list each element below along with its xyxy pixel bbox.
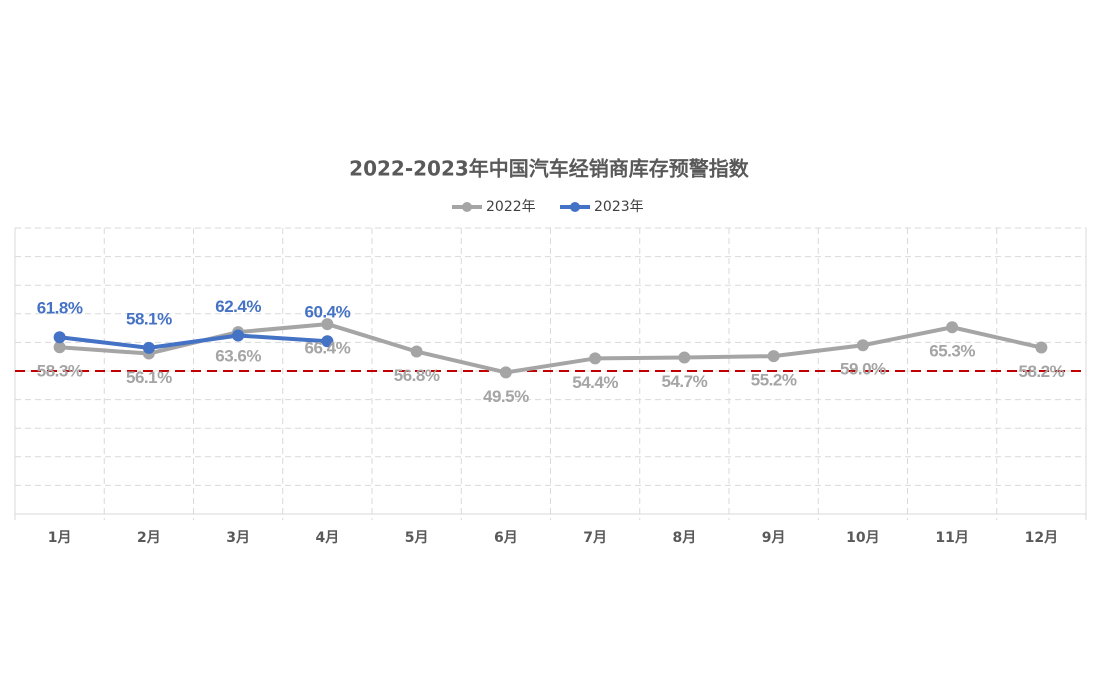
x-tick-label: 10月	[846, 530, 879, 546]
series-line	[59, 333, 328, 350]
x-tick-label: 2月	[137, 530, 161, 546]
x-tick-label: 1月	[48, 530, 72, 546]
data-label: 59.0%	[840, 360, 886, 379]
legend-marker	[462, 202, 472, 212]
data-label: 58.2%	[1019, 362, 1065, 381]
chart-title: 2022-2023年中国汽车经销商库存预警指数	[349, 157, 750, 181]
point	[321, 335, 334, 348]
data-label: 54.4%	[572, 373, 618, 392]
point	[142, 341, 155, 354]
point	[53, 331, 66, 344]
x-tick-label: 12月	[1025, 530, 1058, 546]
point	[53, 341, 66, 354]
point	[946, 321, 959, 334]
point	[1035, 341, 1048, 354]
data-label: 66.4%	[305, 339, 351, 358]
x-tick-label: 11月	[935, 530, 968, 546]
data-label: 49.5%	[483, 387, 529, 406]
data-label: 55.2%	[751, 371, 797, 390]
data-label: 56.1%	[126, 368, 172, 387]
data-label: 58.3%	[37, 362, 83, 381]
x-tick-label: 8月	[673, 530, 697, 546]
point	[589, 352, 602, 365]
legend-marker	[570, 202, 580, 212]
x-tick-label: 7月	[583, 530, 607, 546]
data-label: 61.8%	[37, 299, 83, 318]
x-tick-label: 6月	[494, 530, 518, 546]
x-tick-label: 3月	[226, 530, 250, 546]
point	[410, 345, 423, 358]
point	[232, 329, 245, 342]
point	[856, 339, 869, 352]
point	[321, 318, 334, 331]
data-label: 54.7%	[662, 372, 708, 391]
point	[499, 366, 512, 379]
data-label: 56.8%	[394, 366, 440, 385]
data-label: 63.6%	[215, 347, 261, 366]
data-label: 62.4%	[215, 297, 261, 316]
point	[678, 351, 691, 364]
legend-label: 2023年	[594, 199, 644, 215]
data-label: 60.4%	[305, 303, 351, 322]
x-tick-label: 5月	[405, 530, 429, 546]
x-tick-label: 4月	[316, 530, 340, 546]
x-tick-label: 9月	[762, 530, 786, 546]
data-label: 65.3%	[929, 342, 975, 361]
point	[767, 350, 780, 363]
legend-label: 2022年	[486, 199, 536, 215]
data-label: 58.1%	[126, 309, 172, 328]
